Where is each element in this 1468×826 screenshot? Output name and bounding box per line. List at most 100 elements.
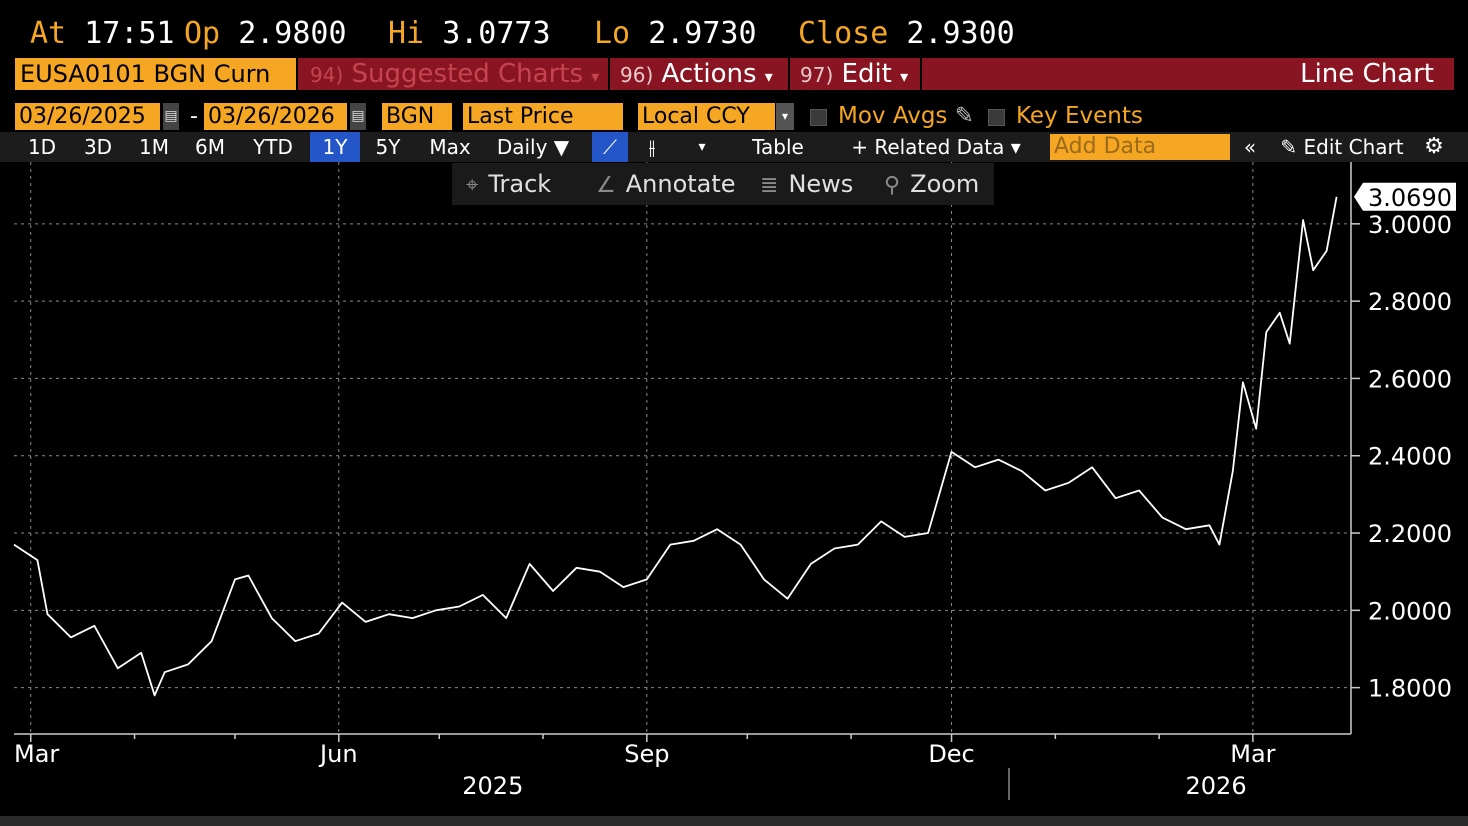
menu-edit[interactable]: 97) Edit ▾	[800, 58, 908, 90]
open-label: Op	[184, 16, 221, 51]
chart-toolbar: ⌖ Track ∠ Annotate ≣ News ⚲ Zoom	[452, 163, 994, 205]
track-button[interactable]: ⌖ Track	[466, 163, 551, 205]
x-year-label: 2025	[462, 772, 523, 800]
menu-divider	[788, 58, 790, 90]
settings-row: 03/26/2025 ▤ - 03/26/2026 ▤ BGN Last Pri…	[0, 101, 1468, 131]
quote-line: At 17:51 Op 2.9800 Hi 3.0773 Lo 2.9730 C…	[0, 0, 1468, 56]
menu-actions[interactable]: 96) Actions ▾	[620, 58, 773, 90]
ticker-field[interactable]: EUSA0101 BGN Curn	[15, 58, 296, 90]
calendar-icon[interactable]: ▤	[350, 103, 366, 130]
close-value: 2.9300	[906, 16, 1015, 51]
y-tick-label: 2.8000	[1368, 288, 1452, 316]
zoom-label: Zoom	[910, 170, 980, 198]
range-max-button[interactable]: Max	[429, 135, 471, 159]
quote-close: Close 2.9300	[798, 14, 1015, 54]
add-data-input[interactable]: Add Data	[1050, 134, 1230, 160]
range-ytd-button[interactable]: YTD	[253, 135, 293, 159]
related-data-button[interactable]: + Related Data ▾	[851, 135, 1021, 159]
x-year-label: 2026	[1186, 772, 1247, 800]
menu-label: Suggested Charts	[351, 59, 584, 89]
price-line-chart: 1.8000 2.0000 2.2000 2.4000 2.6000 2.8000 3.00…	[13, 162, 1456, 800]
high-value: 3.0773	[442, 16, 551, 51]
x-month-label: Dec	[928, 740, 974, 768]
pencil-icon[interactable]: ✎	[954, 103, 975, 129]
annotate-button[interactable]: ∠ Annotate	[596, 163, 736, 205]
track-label: Track	[488, 170, 552, 198]
annotate-label: Annotate	[625, 170, 736, 198]
range-row: 1D 3D 1M 6M YTD 1Y 5Y Max Daily ▼ ⟋ ⫲ ▾ …	[0, 132, 1468, 162]
menu-bar: 94) Suggested Charts ▾ 96) Actions ▾ 97)…	[298, 58, 1454, 90]
end-date-field[interactable]: 03/26/2026	[204, 103, 347, 130]
close-label: Close	[798, 16, 889, 51]
currency-dropdown-icon[interactable]: ▾	[776, 103, 794, 130]
news-button[interactable]: ≣ News	[760, 163, 853, 205]
y-tick-label: 2.0000	[1368, 597, 1452, 625]
date-separator: -	[190, 104, 198, 129]
currency-field[interactable]: Local CCY	[638, 103, 775, 130]
chart-type-dropdown-icon[interactable]: ▾	[698, 139, 706, 155]
range-1y-button[interactable]: 1Y	[310, 132, 360, 162]
bottom-strip	[0, 816, 1468, 826]
x-month-label: Mar	[14, 740, 59, 768]
menu-number: 96)	[620, 63, 654, 87]
price-series-line	[13, 196, 1338, 697]
gear-icon[interactable]: ⚙	[1424, 134, 1444, 159]
x-month-label: Jun	[318, 740, 358, 768]
pencil-icon: ✎	[1280, 135, 1298, 159]
annotate-icon: ∠	[596, 173, 616, 198]
y-tick-label: 3.0000	[1368, 211, 1452, 239]
key-events-checkbox[interactable]	[988, 109, 1005, 126]
field-selector[interactable]: Last Price	[463, 103, 623, 130]
news-icon: ≣	[760, 173, 779, 198]
open-value: 2.9800	[238, 16, 347, 51]
header-bar: EUSA0101 BGN Curn 94) Suggested Charts ▾…	[0, 56, 1468, 92]
x-month-label: Sep	[624, 740, 669, 768]
low-value: 2.9730	[648, 16, 757, 51]
menu-divider	[608, 58, 610, 90]
quote-open: Op 2.9800	[184, 14, 347, 54]
range-5y-button[interactable]: 5Y	[375, 135, 401, 159]
low-label: Lo	[594, 16, 631, 51]
y-tick-label: 2.2000	[1368, 520, 1452, 548]
y-tick-label: 2.4000	[1368, 443, 1452, 471]
menu-label: Edit	[841, 59, 892, 89]
magnifier-icon: ⚲	[884, 173, 901, 198]
calendar-icon[interactable]: ▤	[163, 103, 179, 130]
chart-type-title: Line Chart	[1300, 59, 1434, 89]
y-tick-label: 1.8000	[1368, 675, 1452, 703]
last-value-tag	[1354, 182, 1456, 211]
menu-number: 97)	[800, 63, 834, 87]
x-month-label: Mar	[1230, 740, 1275, 768]
range-1m-button[interactable]: 1M	[139, 135, 169, 159]
quote-at: At 17:51	[30, 14, 175, 54]
bar-chart-type-icon[interactable]: ⫲	[648, 135, 656, 159]
range-6m-button[interactable]: 6M	[195, 135, 225, 159]
news-label: News	[788, 170, 854, 198]
chart-area: 1.8000 2.0000 2.2000 2.4000 2.6000 2.8000 3.00…	[0, 162, 1468, 816]
range-3d-button[interactable]: 3D	[83, 135, 113, 159]
quote-low: Lo 2.9730	[594, 14, 757, 54]
caret-down-icon: ▾	[591, 67, 600, 86]
key-events-label: Key Events	[1016, 103, 1143, 129]
source-field[interactable]: BGN	[382, 103, 452, 130]
y-tick-label: 2.6000	[1368, 365, 1452, 393]
frequency-dropdown[interactable]: Daily ▼	[496, 135, 570, 159]
menu-number: 94)	[310, 63, 344, 87]
mov-avgs-label: Mov Avgs ✎	[838, 103, 974, 130]
menu-suggested-charts[interactable]: 94) Suggested Charts ▾	[310, 58, 599, 90]
mov-avgs-text: Mov Avgs	[838, 103, 948, 129]
caret-down-icon: ▾	[900, 67, 909, 86]
high-label: Hi	[388, 16, 425, 51]
edit-chart-label: Edit Chart	[1303, 135, 1404, 159]
mov-avgs-checkbox[interactable]	[810, 109, 827, 126]
zoom-button[interactable]: ⚲ Zoom	[884, 163, 979, 205]
edit-chart-button[interactable]: ✎ Edit Chart	[1274, 132, 1410, 162]
collapse-icon[interactable]: «	[1243, 135, 1257, 159]
menu-divider	[920, 58, 922, 90]
table-button[interactable]: Table	[752, 135, 804, 159]
at-value: 17:51	[84, 16, 175, 51]
line-chart-type-icon[interactable]: ⟋	[592, 132, 628, 162]
range-1d-button[interactable]: 1D	[27, 135, 57, 159]
start-date-field[interactable]: 03/26/2025	[15, 103, 160, 130]
crosshair-icon: ⌖	[466, 173, 479, 198]
